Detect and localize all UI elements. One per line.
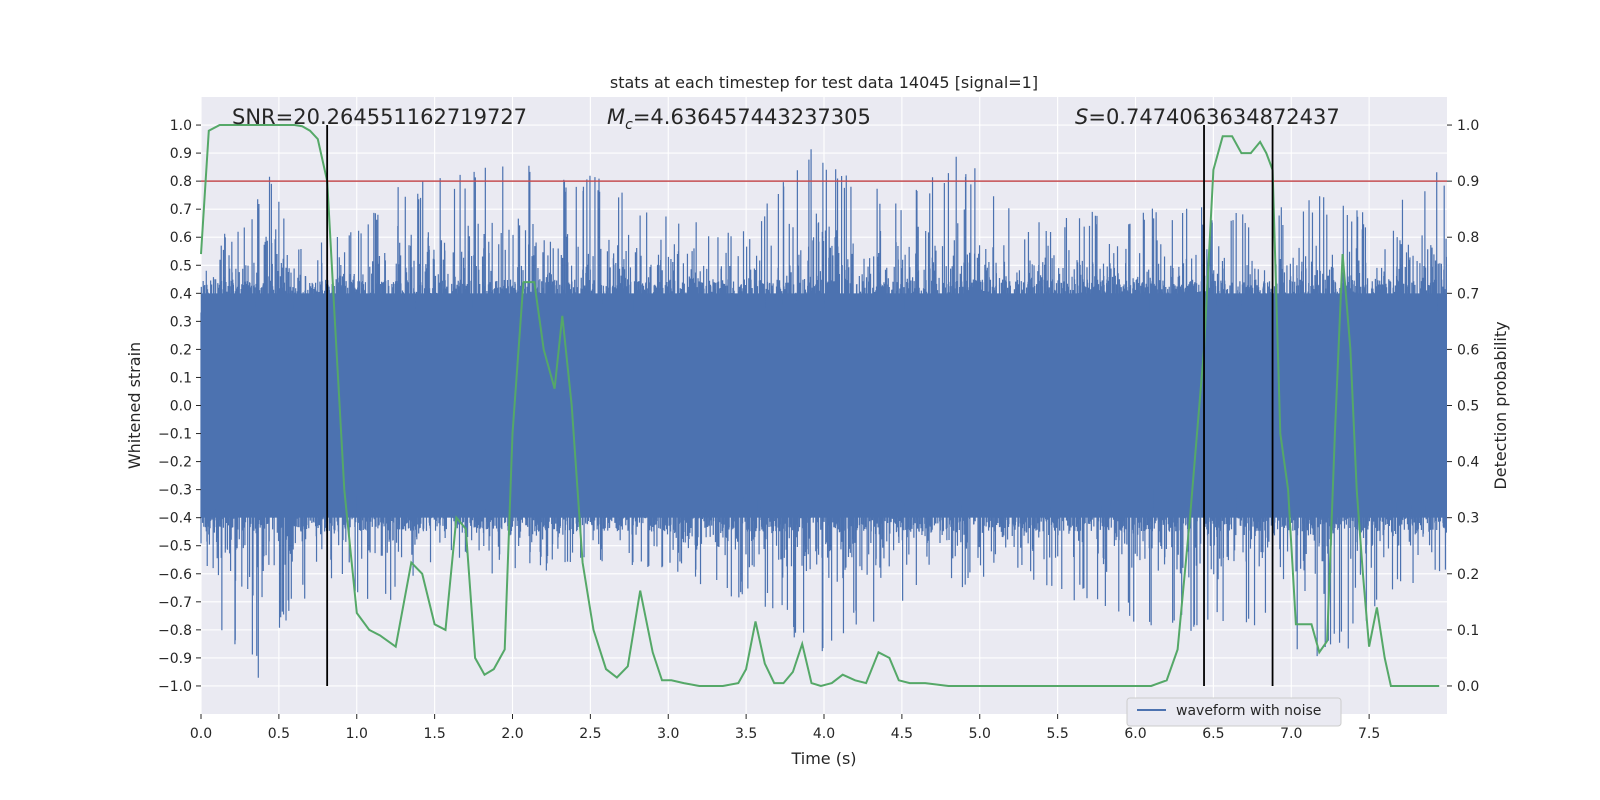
y-right-tick-label: 0.4	[1457, 455, 1479, 471]
mc-subscript: c	[625, 117, 633, 133]
s-value: =0.7474063634872437	[1088, 105, 1339, 129]
x-tick-label: 2.5	[579, 726, 601, 742]
x-tick-label: 1.0	[346, 726, 368, 742]
y-right-tick-label: 0.5	[1457, 399, 1479, 415]
probability-line	[200, 124, 1440, 688]
y-right-tick-label: 0.2	[1457, 567, 1479, 583]
y-axis-label-right: Detection probability	[1491, 321, 1510, 489]
y-left-tick-label: −0.7	[158, 595, 192, 611]
mc-symbol: M	[607, 105, 625, 129]
x-tick-label: 4.0	[813, 726, 835, 742]
chart-title: stats at each timestep for test data 140…	[610, 73, 1038, 92]
s-annotation: S=0.7474063634872437	[1075, 105, 1340, 129]
y-left-tick-label: 0.5	[170, 258, 192, 274]
y-right-tick-label: 0.7	[1457, 286, 1479, 302]
y-right-tick-label: 0.8	[1457, 230, 1479, 246]
s-symbol: S	[1075, 105, 1088, 129]
y-right-tick-label: 0.9	[1457, 174, 1479, 190]
mc-value: =4.636457443237305	[633, 105, 871, 129]
y-left-tick-label: 0.0	[170, 399, 192, 415]
x-tick-label: 5.5	[1046, 726, 1068, 742]
y-left-tick-label: 0.6	[170, 230, 192, 246]
mc-annotation: Mc=4.636457443237305	[607, 105, 871, 133]
x-tick-label: 6.0	[1124, 726, 1146, 742]
axis-ticks: 0.0 0.5 1.0 1.5 2.0 2.5 3.0 3.5 4.0 4.5 5.0 5.5 6.0 6…	[158, 118, 1479, 742]
x-tick-label: 7.5	[1358, 726, 1380, 742]
x-axis-label: Time (s)	[790, 749, 856, 768]
y-left-tick-label: −0.3	[158, 483, 192, 499]
y-right-tick-label: 1.0	[1457, 118, 1479, 134]
y-left-tick-label: −0.4	[158, 511, 192, 527]
x-tick-label: 3.5	[735, 726, 757, 742]
y-left-tick-label: −0.8	[158, 623, 192, 639]
y-left-tick-label: 1.0	[170, 118, 192, 134]
x-tick-label: 7.0	[1280, 726, 1302, 742]
y-left-tick-label: −0.2	[158, 455, 192, 471]
x-tick-label: 4.5	[891, 726, 913, 742]
y-right-tick-label: 0.3	[1457, 511, 1479, 527]
y-left-tick-label: 0.3	[170, 314, 192, 330]
y-left-tick-label: −0.9	[158, 651, 192, 667]
y-left-tick-label: 0.8	[170, 174, 192, 190]
y-left-tick-label: −0.6	[158, 567, 192, 583]
snr-annotation: SNR=20.264551162719727	[232, 105, 527, 129]
x-tick-label: 5.0	[969, 726, 991, 742]
y-left-tick-label: −0.1	[158, 427, 192, 443]
y-right-tick-label: 0.0	[1457, 679, 1479, 695]
x-tick-label: 6.5	[1202, 726, 1224, 742]
y-right-tick-label: 0.1	[1457, 623, 1479, 639]
legend-box	[1126, 697, 1342, 727]
y-axis-label-left: Whitened strain	[125, 342, 144, 469]
legend: waveform with noise	[1126, 697, 1342, 727]
vertical-markers	[326, 125, 1274, 686]
probability-series-group	[200, 124, 1440, 688]
y-left-tick-label: 0.4	[170, 286, 192, 302]
x-tick-label: 0.5	[268, 726, 290, 742]
y-left-tick-label: 0.1	[170, 370, 192, 386]
y-left-tick-label: −0.5	[158, 539, 192, 555]
x-tick-label: 3.0	[657, 726, 679, 742]
x-tick-label: 1.5	[423, 726, 445, 742]
legend-label-waveform: waveform with noise	[1176, 703, 1321, 719]
x-tick-label: 0.0	[190, 726, 212, 742]
y-right-tick-label: 0.6	[1457, 342, 1479, 358]
waveform-series	[200, 149, 1447, 678]
y-left-tick-label: 0.7	[170, 202, 192, 218]
y-left-tick-label: 0.9	[170, 146, 192, 162]
y-left-tick-label: −1.0	[158, 679, 192, 695]
x-tick-label: 2.0	[501, 726, 523, 742]
y-left-tick-label: 0.2	[170, 342, 192, 358]
